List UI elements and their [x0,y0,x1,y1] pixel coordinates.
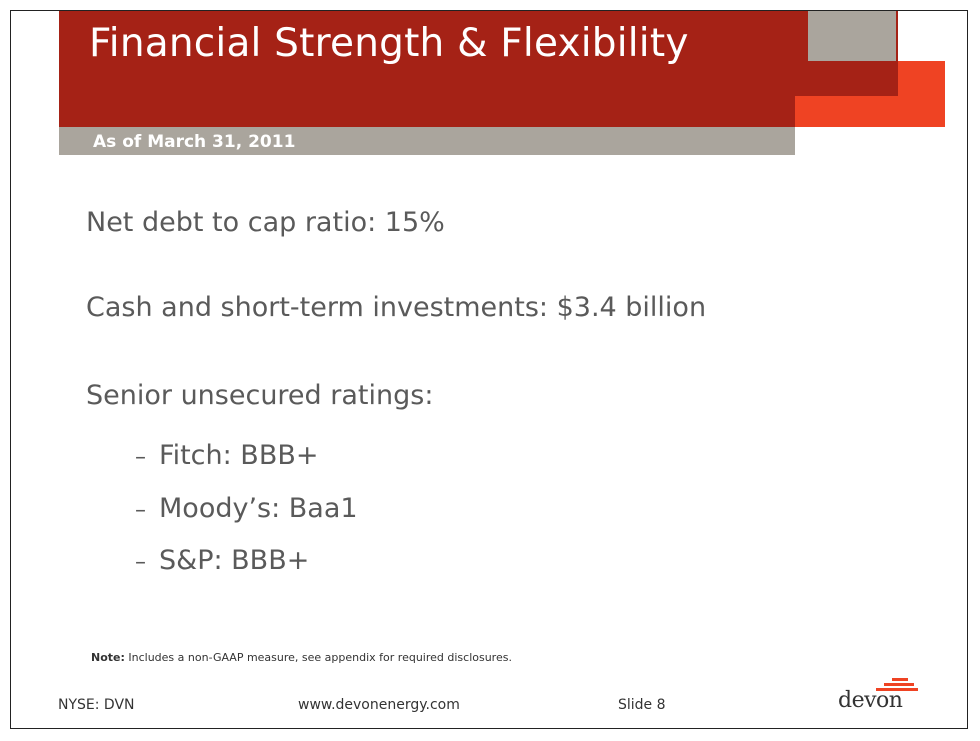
devon-logo: devon [836,676,921,716]
bullet-net-debt: Net debt to cap ratio: 15% [86,207,445,238]
rating-sp-text: S&P: BBB+ [159,545,310,576]
dash-marker: – [135,498,146,523]
logo-flame-bar [884,683,914,686]
footer-ticker: NYSE: DVN [58,697,135,713]
title-band [59,11,795,127]
rating-moodys-text: Moody’s: Baa1 [159,493,358,524]
corner-decoration-orange-bottom [795,96,945,127]
bullet-ratings: Senior unsecured ratings: [86,380,434,411]
corner-decoration-gray [808,11,896,61]
slide-title: Financial Strength & Flexibility [89,21,689,66]
rating-moodys: – Moody’s: Baa1 [135,493,358,524]
subtitle-band [59,127,795,155]
logo-flame-bar [876,688,918,691]
footer-slide-number: Slide 8 [618,697,666,713]
bullet-cash: Cash and short-term investments: $3.4 bi… [86,292,707,323]
logo-wordmark: devon [838,688,903,713]
rating-fitch: – Fitch: BBB+ [135,440,318,471]
logo-flame-bar [892,678,908,681]
rating-fitch-text: Fitch: BBB+ [159,440,319,471]
footer-website[interactable]: www.devonenergy.com [298,697,460,713]
slide-subtitle: As of March 31, 2011 [93,132,296,152]
dash-marker: – [135,550,146,575]
dash-marker: – [135,445,146,470]
slide: Financial Strength & Flexibility As of M… [10,10,968,729]
rating-sp: – S&P: BBB+ [135,545,309,576]
footnote-label: Note: [91,651,125,664]
footnote-text: Includes a non-GAAP measure, see appendi… [124,651,512,664]
footnote: Note: Includes a non-GAAP measure, see a… [91,651,512,664]
